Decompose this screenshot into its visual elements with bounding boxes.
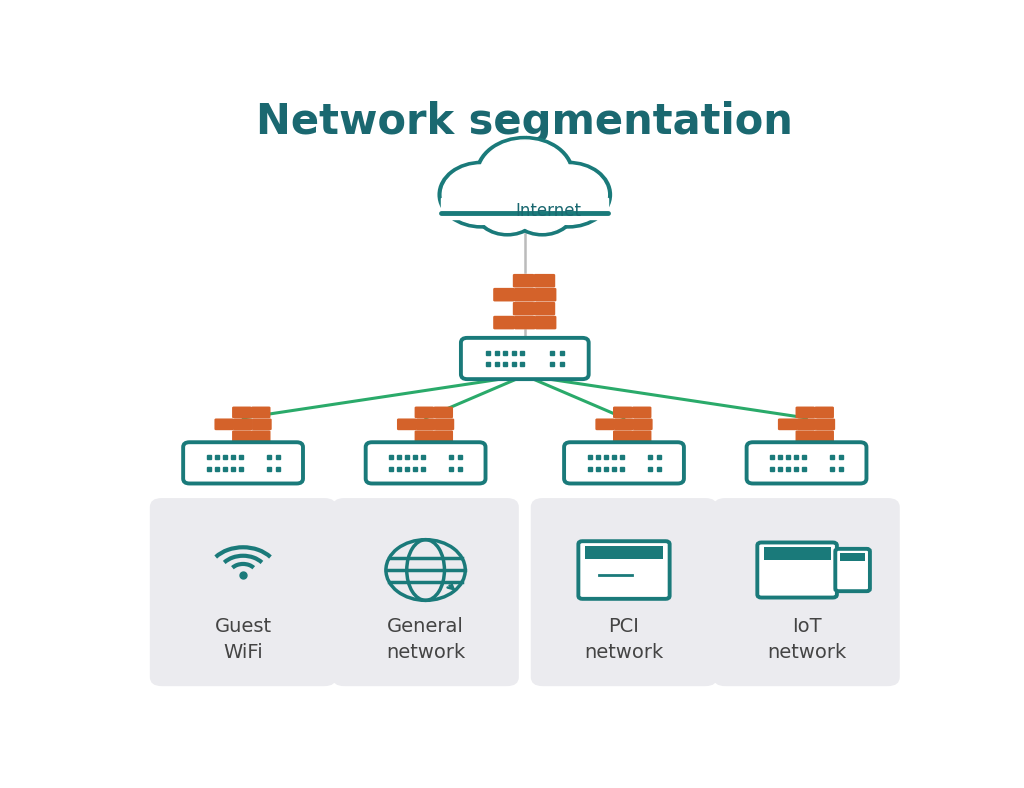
Text: IoT
network: IoT network — [767, 617, 846, 663]
FancyBboxPatch shape — [514, 316, 536, 329]
FancyBboxPatch shape — [797, 418, 816, 430]
FancyBboxPatch shape — [252, 442, 271, 454]
FancyBboxPatch shape — [183, 442, 303, 484]
FancyBboxPatch shape — [778, 418, 798, 430]
FancyBboxPatch shape — [434, 418, 455, 430]
Circle shape — [477, 138, 572, 211]
FancyBboxPatch shape — [494, 288, 515, 302]
FancyBboxPatch shape — [366, 442, 485, 484]
FancyBboxPatch shape — [214, 418, 234, 430]
Circle shape — [511, 186, 574, 234]
Circle shape — [478, 188, 537, 232]
Text: Guest
WiFi: Guest WiFi — [214, 617, 271, 663]
FancyBboxPatch shape — [433, 407, 453, 418]
FancyBboxPatch shape — [778, 442, 798, 454]
FancyBboxPatch shape — [796, 430, 815, 442]
FancyBboxPatch shape — [585, 546, 664, 559]
FancyBboxPatch shape — [397, 418, 417, 430]
FancyBboxPatch shape — [814, 430, 834, 442]
FancyBboxPatch shape — [840, 553, 865, 561]
FancyBboxPatch shape — [513, 302, 535, 315]
Circle shape — [527, 163, 609, 226]
FancyBboxPatch shape — [535, 288, 556, 302]
FancyBboxPatch shape — [796, 407, 815, 418]
FancyBboxPatch shape — [564, 442, 684, 484]
FancyBboxPatch shape — [434, 442, 455, 454]
Circle shape — [513, 188, 571, 232]
FancyBboxPatch shape — [632, 430, 651, 442]
FancyBboxPatch shape — [251, 430, 270, 442]
FancyBboxPatch shape — [797, 442, 816, 454]
FancyBboxPatch shape — [214, 442, 234, 454]
FancyBboxPatch shape — [632, 407, 651, 418]
FancyBboxPatch shape — [232, 407, 252, 418]
FancyBboxPatch shape — [415, 430, 434, 442]
FancyBboxPatch shape — [433, 430, 453, 442]
FancyBboxPatch shape — [534, 302, 555, 315]
FancyBboxPatch shape — [758, 542, 837, 597]
Circle shape — [442, 165, 520, 225]
FancyBboxPatch shape — [614, 418, 634, 430]
Text: Network segmentation: Network segmentation — [256, 101, 794, 143]
Circle shape — [529, 165, 607, 225]
Circle shape — [440, 163, 522, 226]
FancyBboxPatch shape — [530, 498, 717, 686]
FancyBboxPatch shape — [416, 442, 435, 454]
FancyBboxPatch shape — [614, 442, 634, 454]
FancyBboxPatch shape — [613, 407, 633, 418]
FancyBboxPatch shape — [415, 407, 434, 418]
FancyBboxPatch shape — [815, 442, 836, 454]
Circle shape — [475, 186, 539, 234]
FancyBboxPatch shape — [252, 418, 271, 430]
FancyBboxPatch shape — [815, 418, 836, 430]
FancyBboxPatch shape — [150, 498, 336, 686]
FancyBboxPatch shape — [251, 407, 270, 418]
Text: PCI
network: PCI network — [585, 617, 664, 663]
FancyBboxPatch shape — [633, 442, 652, 454]
FancyBboxPatch shape — [333, 498, 519, 686]
FancyBboxPatch shape — [595, 418, 615, 430]
Text: General
network: General network — [386, 617, 465, 663]
FancyBboxPatch shape — [633, 418, 652, 430]
FancyBboxPatch shape — [595, 442, 615, 454]
Text: Internet: Internet — [516, 202, 582, 220]
FancyBboxPatch shape — [233, 418, 253, 430]
FancyBboxPatch shape — [535, 316, 556, 329]
FancyBboxPatch shape — [232, 430, 252, 442]
FancyBboxPatch shape — [461, 338, 589, 379]
FancyBboxPatch shape — [397, 442, 417, 454]
FancyBboxPatch shape — [494, 316, 515, 329]
FancyBboxPatch shape — [814, 407, 834, 418]
FancyBboxPatch shape — [579, 541, 670, 599]
FancyBboxPatch shape — [534, 274, 555, 288]
FancyBboxPatch shape — [513, 274, 535, 288]
FancyBboxPatch shape — [746, 442, 866, 484]
FancyBboxPatch shape — [836, 549, 870, 591]
FancyBboxPatch shape — [416, 418, 435, 430]
Bar — [441, 198, 608, 219]
FancyBboxPatch shape — [514, 288, 536, 302]
FancyBboxPatch shape — [233, 442, 253, 454]
FancyBboxPatch shape — [714, 498, 900, 686]
FancyBboxPatch shape — [764, 548, 830, 560]
Circle shape — [479, 140, 570, 210]
FancyBboxPatch shape — [613, 430, 633, 442]
